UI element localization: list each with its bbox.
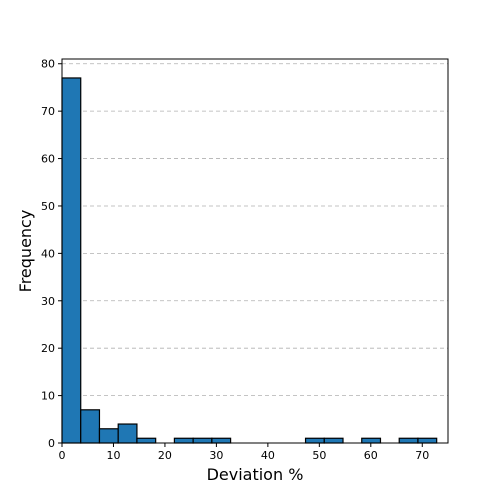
histogram-bar-14 [323,437,344,444]
x-tick-label-70: 70 [415,449,429,462]
histogram-bar-3 [117,423,138,444]
histogram-bar-7 [192,437,213,444]
histogram-bar-19 [417,437,438,444]
histogram-bar-16 [361,437,382,444]
histogram-bar-18 [398,437,419,444]
y-tick-label-80: 80 [41,58,55,71]
histogram-bar-2 [98,428,119,444]
x-tick-label-0: 0 [59,449,66,462]
y-axis-label: Frequency [16,210,35,293]
bars [61,77,438,444]
y-tick-label-40: 40 [41,247,55,260]
histogram-bar-13 [304,437,325,444]
histogram-bar-0 [61,77,82,444]
x-tick-label-50: 50 [312,449,326,462]
x-tick-label-40: 40 [261,449,275,462]
y-tick-label-0: 0 [48,437,55,450]
histogram-bar-4 [136,437,157,444]
x-tick-label-60: 60 [364,449,378,462]
x-tick-label-30: 30 [209,449,223,462]
x-ticks: 0 10 20 30 40 50 60 70 [59,443,429,462]
y-tick-label-10: 10 [41,390,55,403]
y-tick-label-50: 50 [41,200,55,213]
x-tick-label-10: 10 [106,449,120,462]
y-ticks: 0 10 20 30 40 50 60 70 80 [41,58,62,450]
y-tick-label-60: 60 [41,153,55,166]
plot-frame [61,58,449,444]
y-tick-label-70: 70 [41,105,55,118]
y-tick-label-20: 20 [41,342,55,355]
y-tick-label-30: 30 [41,295,55,308]
histogram-bar-1 [80,409,101,444]
histogram-bar-8 [211,437,232,444]
x-tick-label-20: 20 [158,449,172,462]
histogram-bar-6 [173,437,194,444]
x-axis-label: Deviation % [207,465,304,484]
